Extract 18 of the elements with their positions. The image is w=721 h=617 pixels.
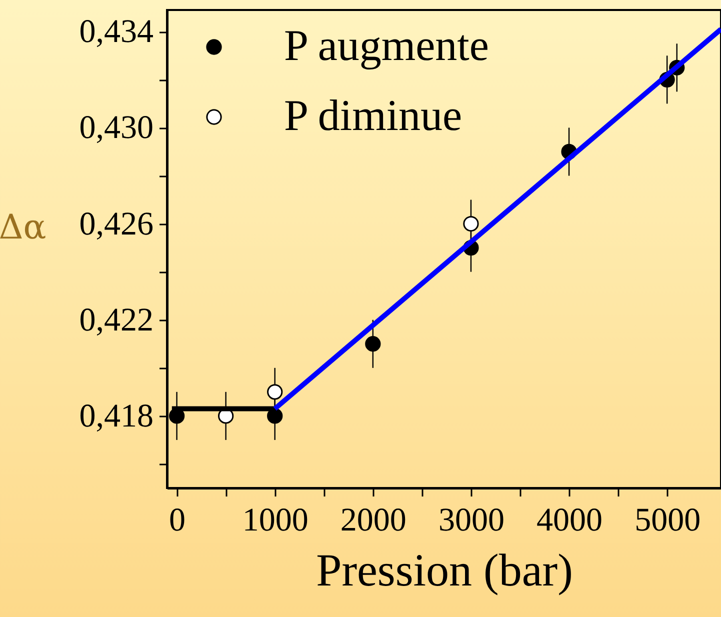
- point: [365, 336, 381, 352]
- x-tick-label: 2000: [340, 502, 406, 538]
- legend-label: P augmente: [284, 21, 489, 70]
- point: [463, 216, 479, 232]
- y-tick-label: 0,422: [79, 302, 154, 338]
- x-tick-label: 4000: [536, 502, 603, 538]
- y-tick-label: 0,426: [79, 206, 154, 242]
- legend-label: P diminue: [284, 91, 462, 140]
- x-tick-label: 5000: [634, 502, 701, 538]
- x-tick-label: 3000: [438, 502, 504, 538]
- x-tick-label: 0: [169, 502, 186, 538]
- y-axis-title: Δα: [0, 208, 46, 248]
- y-tick-label: 0,418: [79, 398, 154, 434]
- y-tick-label: 0,434: [79, 14, 154, 50]
- point: [267, 384, 283, 400]
- x-tick-label: 1000: [242, 502, 308, 538]
- x-axis-title: Pression (bar): [316, 544, 573, 596]
- y-tick-label: 0,430: [79, 110, 154, 146]
